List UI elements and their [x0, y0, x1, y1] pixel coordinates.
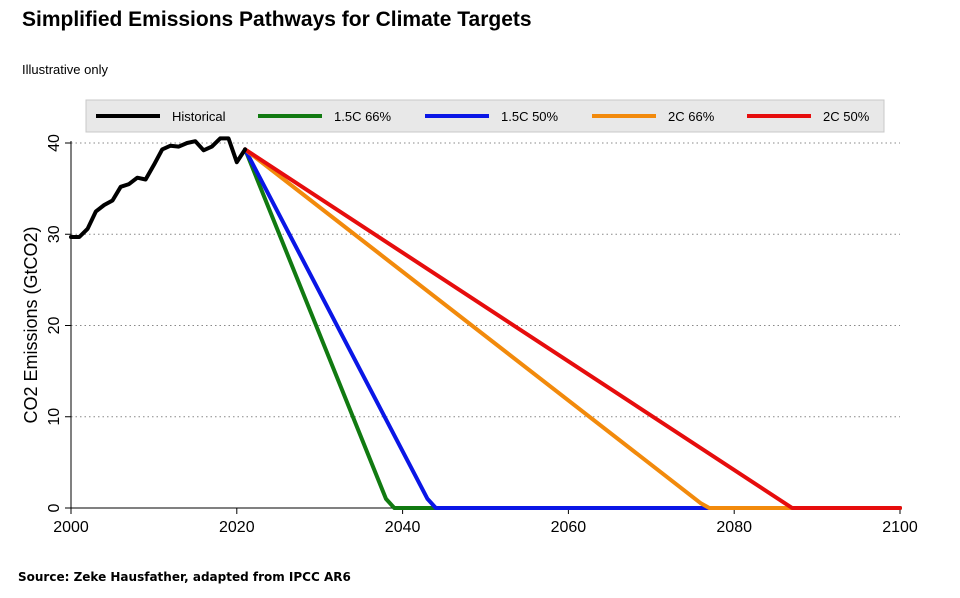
x-tick-label-2040: 2040 — [385, 519, 421, 536]
series-line-historical — [69, 136, 248, 239]
y-tick-label-0: 0 — [46, 503, 63, 512]
chart-title: Simplified Emissions Pathways for Climat… — [22, 8, 532, 31]
axes: 0 10 20 30 40 2000 2020 2040 2060 2080 2100 — [46, 134, 918, 536]
y-tick-label-40: 40 — [46, 134, 63, 152]
y-axis-title: CO2 Emissions (GtCO2) — [21, 226, 41, 423]
series-line-1-5c-66- — [243, 147, 902, 510]
series-lines — [69, 136, 902, 510]
legend-label-1-5c-50-: 1.5C 50% — [501, 109, 559, 124]
legend-label-2c-50-: 2C 50% — [823, 109, 870, 124]
series-line-2c-66- — [243, 147, 902, 510]
series-line-1-5c-50- — [243, 147, 902, 510]
grid-lines — [71, 142, 900, 418]
y-tick-label-20: 20 — [46, 317, 63, 335]
x-tick-label-2000: 2000 — [53, 519, 89, 536]
chart-subtitle: Illustrative only — [22, 62, 108, 77]
series-line-2c-50- — [243, 147, 902, 510]
y-tick-label-10: 10 — [46, 408, 63, 426]
x-tick-label-2020: 2020 — [219, 519, 255, 536]
legend: Historical 1.5C 66% 1.5C 50% 2C 66% 2C 50% — [85, 99, 885, 133]
source-note: Source: Zeke Hausfather, adapted from IP… — [18, 570, 351, 584]
legend-label-historical: Historical — [172, 109, 226, 124]
legend-label-2c-66-: 2C 66% — [668, 109, 715, 124]
x-tick-label-2060: 2060 — [551, 519, 587, 536]
x-tick-label-2080: 2080 — [716, 519, 752, 536]
legend-label-1-5c-66-: 1.5C 66% — [334, 109, 392, 124]
x-tick-label-2100: 2100 — [882, 519, 918, 536]
y-tick-label-30: 30 — [46, 225, 63, 243]
